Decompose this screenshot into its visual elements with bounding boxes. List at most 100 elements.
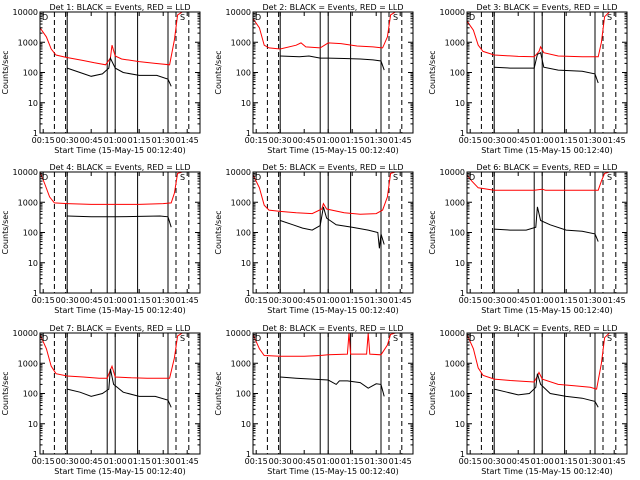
- legend-mark-right: S: [180, 13, 185, 22]
- x-tick-label: 00:15: [459, 136, 482, 145]
- x-tick-label: 00:45: [80, 457, 103, 466]
- y-axis-label: Counts/sec: [1, 371, 10, 415]
- legend-mark-right: S: [607, 13, 612, 22]
- y-tick-label: 1000: [231, 198, 251, 207]
- series-group: [40, 172, 196, 228]
- y-tick-label: 10: [455, 99, 465, 108]
- x-tick-label: 01:15: [128, 457, 151, 466]
- x-tick-label: 00:30: [56, 296, 79, 305]
- legend-mark-left: D: [469, 13, 475, 22]
- x-tick-label: 00:45: [293, 136, 316, 145]
- x-tick-label: 00:45: [507, 296, 530, 305]
- series-lld-line: [467, 333, 623, 390]
- x-tick-label: 00:30: [56, 457, 79, 466]
- series-events-line: [280, 376, 385, 397]
- y-tick-label: 1: [460, 450, 465, 459]
- series-group: [40, 12, 196, 87]
- x-tick-label: 00:15: [245, 136, 268, 145]
- panel-title: Det 7: BLACK = Events, RED = LLD: [50, 324, 191, 333]
- y-tick-label: 100: [236, 229, 251, 238]
- series-events-line: [494, 51, 599, 84]
- x-tick-label: 01:00: [531, 136, 554, 145]
- series-group: [40, 333, 196, 408]
- y-tick-label: 1000: [231, 38, 251, 47]
- x-tick-label: 01:15: [341, 296, 364, 305]
- x-tick-label: 01:15: [555, 136, 578, 145]
- x-axis-label: Start Time (15-May-15 00:12:40): [481, 306, 612, 315]
- y-tick-label: 100: [450, 229, 465, 238]
- x-tick-label: 01:45: [389, 296, 412, 305]
- y-axis-label: Counts/sec: [428, 371, 437, 415]
- series-group: [253, 12, 409, 71]
- series-events-line: [280, 55, 385, 71]
- x-tick-label: 01:30: [579, 296, 602, 305]
- x-tick-label: 01:30: [152, 296, 175, 305]
- x-tick-label: 00:45: [80, 136, 103, 145]
- y-tick-label: 100: [236, 390, 251, 399]
- panel-title: Det 8: BLACK = Events, RED = LLD: [263, 324, 404, 333]
- y-tick-label: 10: [28, 420, 38, 429]
- x-axis-label: Start Time (15-May-15 00:12:40): [54, 306, 185, 315]
- y-tick-label: 10000: [13, 168, 38, 177]
- x-tick-label: 01:15: [128, 296, 151, 305]
- series-events-line: [280, 206, 385, 249]
- y-tick-label: 1000: [18, 38, 38, 47]
- series-events-line: [494, 206, 599, 242]
- y-tick-label: 100: [23, 229, 38, 238]
- panel-title: Det 2: BLACK = Events, RED = LLD: [263, 3, 404, 12]
- x-tick-label: 00:45: [507, 136, 530, 145]
- y-tick-label: 1000: [445, 38, 465, 47]
- series-group: [467, 12, 623, 84]
- x-axis-label: Start Time (15-May-15 00:12:40): [481, 467, 612, 476]
- y-tick-label: 10: [241, 99, 251, 108]
- series-events-line: [67, 56, 172, 87]
- x-tick-label: 00:15: [32, 136, 55, 145]
- legend-mark-left: D: [42, 13, 48, 22]
- x-tick-label: 01:00: [104, 136, 127, 145]
- x-axis-label: Start Time (15-May-15 00:12:40): [267, 467, 398, 476]
- series-events-line: [67, 215, 172, 228]
- y-axis-label: Counts/sec: [214, 371, 223, 415]
- y-tick-label: 10000: [440, 329, 465, 338]
- y-tick-label: 1000: [231, 359, 251, 368]
- x-tick-label: 01:15: [128, 136, 151, 145]
- x-tick-label: 01:45: [176, 296, 199, 305]
- y-tick-label: 100: [23, 69, 38, 78]
- x-tick-label: 01:45: [176, 136, 199, 145]
- x-tick-label: 00:15: [32, 457, 55, 466]
- series-lld-line: [467, 12, 623, 58]
- x-tick-label: 01:45: [603, 296, 626, 305]
- x-tick-label: 01:15: [341, 457, 364, 466]
- y-tick-label: 100: [450, 69, 465, 78]
- legend-mark-right: S: [607, 334, 612, 343]
- y-tick-label: 1000: [445, 359, 465, 368]
- y-tick-label: 1000: [445, 198, 465, 207]
- legend-mark-right: S: [393, 173, 398, 182]
- y-tick-label: 1: [460, 129, 465, 138]
- x-tick-label: 01:00: [317, 296, 340, 305]
- y-tick-label: 10: [455, 420, 465, 429]
- legend-mark-left: D: [255, 13, 261, 22]
- y-axis-label: Counts/sec: [214, 210, 223, 254]
- y-axis-label: Counts/sec: [428, 50, 437, 94]
- y-tick-label: 1: [33, 289, 38, 298]
- x-tick-label: 01:45: [389, 457, 412, 466]
- legend-mark-left: D: [42, 173, 48, 182]
- x-tick-label: 00:30: [56, 136, 79, 145]
- x-axis-label: Start Time (15-May-15 00:12:40): [267, 146, 398, 155]
- x-tick-label: 01:45: [603, 136, 626, 145]
- y-tick-label: 1000: [18, 359, 38, 368]
- x-tick-label: 01:00: [317, 457, 340, 466]
- y-tick-label: 1: [246, 289, 251, 298]
- x-tick-label: 01:00: [104, 457, 127, 466]
- series-lld-line: [40, 172, 196, 205]
- x-tick-label: 01:00: [317, 136, 340, 145]
- x-tick-label: 00:30: [483, 136, 506, 145]
- x-axis-label: Start Time (15-May-15 00:12:40): [267, 306, 398, 315]
- y-axis-label: Counts/sec: [214, 50, 223, 94]
- legend-mark-left: D: [469, 173, 475, 182]
